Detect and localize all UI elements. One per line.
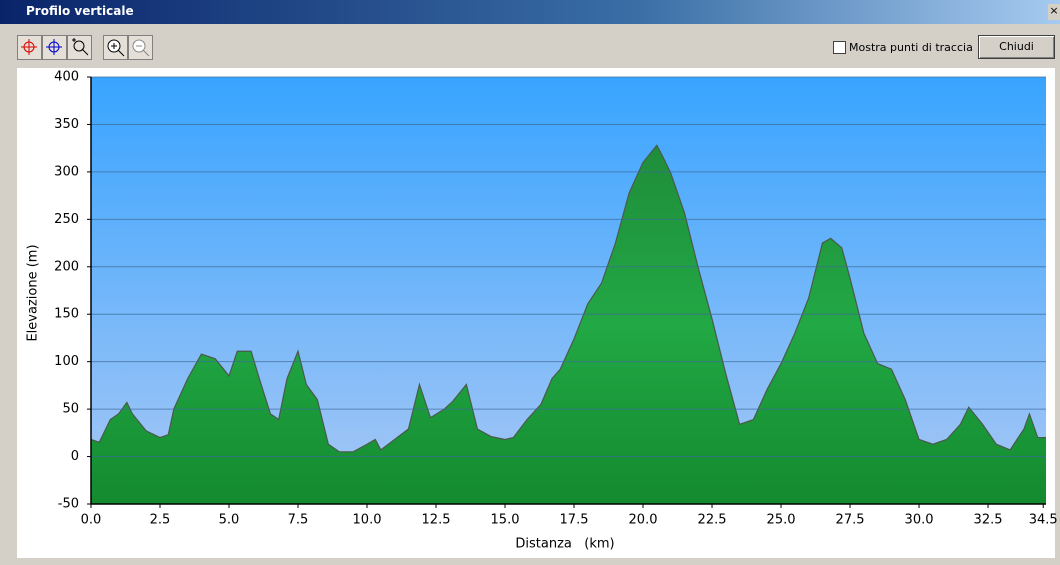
title-bar: Profilo verticale × — [0, 0, 1060, 24]
close-dialog-button[interactable]: Chiudi — [978, 35, 1055, 59]
x-axis-label: Distanza (km) — [515, 537, 614, 552]
y-tick-label: -50 — [58, 497, 79, 512]
x-tick-label: 20.0 — [629, 513, 658, 528]
x-tick-label: 30.0 — [905, 513, 934, 528]
x-tick-label: 2.5 — [150, 513, 171, 528]
x-tick-label: 27.5 — [836, 513, 865, 528]
window-title: Profilo verticale — [26, 4, 134, 18]
x-tick-label: 12.5 — [422, 513, 451, 528]
x-tick-label: 22.5 — [698, 513, 727, 528]
checkbox[interactable] — [833, 41, 846, 54]
y-axis-label: Elevazione (m) — [26, 244, 41, 341]
tool-button[interactable] — [17, 35, 42, 60]
y-tick-label: 250 — [54, 212, 79, 227]
plot-background — [91, 77, 1046, 504]
y-tick-label: 400 — [54, 70, 79, 85]
zoom-in-button[interactable] — [103, 35, 128, 60]
zoom-out-button[interactable] — [128, 35, 153, 60]
x-tick-label: 10.0 — [353, 513, 382, 528]
tool-button[interactable] — [42, 35, 67, 60]
elevation-area — [90, 144, 1046, 453]
plot-frame — [90, 77, 1046, 505]
y-tick-label: 100 — [54, 354, 79, 369]
x-tick-label: 25.0 — [767, 513, 796, 528]
y-tick-label: 300 — [54, 164, 79, 179]
elevation-fill — [91, 145, 1046, 504]
checkbox-label[interactable]: Mostra punti di traccia — [849, 41, 973, 54]
close-button[interactable]: × — [1048, 4, 1060, 20]
tool-button[interactable] — [67, 35, 92, 60]
x-tick-label: 32.5 — [974, 513, 1003, 528]
chart-panel — [17, 68, 1055, 558]
x-tick-label: 17.5 — [560, 513, 589, 528]
y-tick-label: 150 — [54, 307, 79, 322]
x-tick-label: 7.5 — [288, 513, 309, 528]
x-tick-label: 5.0 — [219, 513, 240, 528]
x-tick-label: 15.0 — [491, 513, 520, 528]
y-tick-label: 350 — [54, 117, 79, 132]
y-tick-label: 200 — [54, 259, 79, 274]
y-tick-label: 0 — [71, 449, 79, 464]
x-tick-label: 34.5 — [1029, 513, 1058, 528]
y-tick-label: 50 — [62, 402, 79, 417]
x-tick-label: 0.0 — [81, 513, 102, 528]
